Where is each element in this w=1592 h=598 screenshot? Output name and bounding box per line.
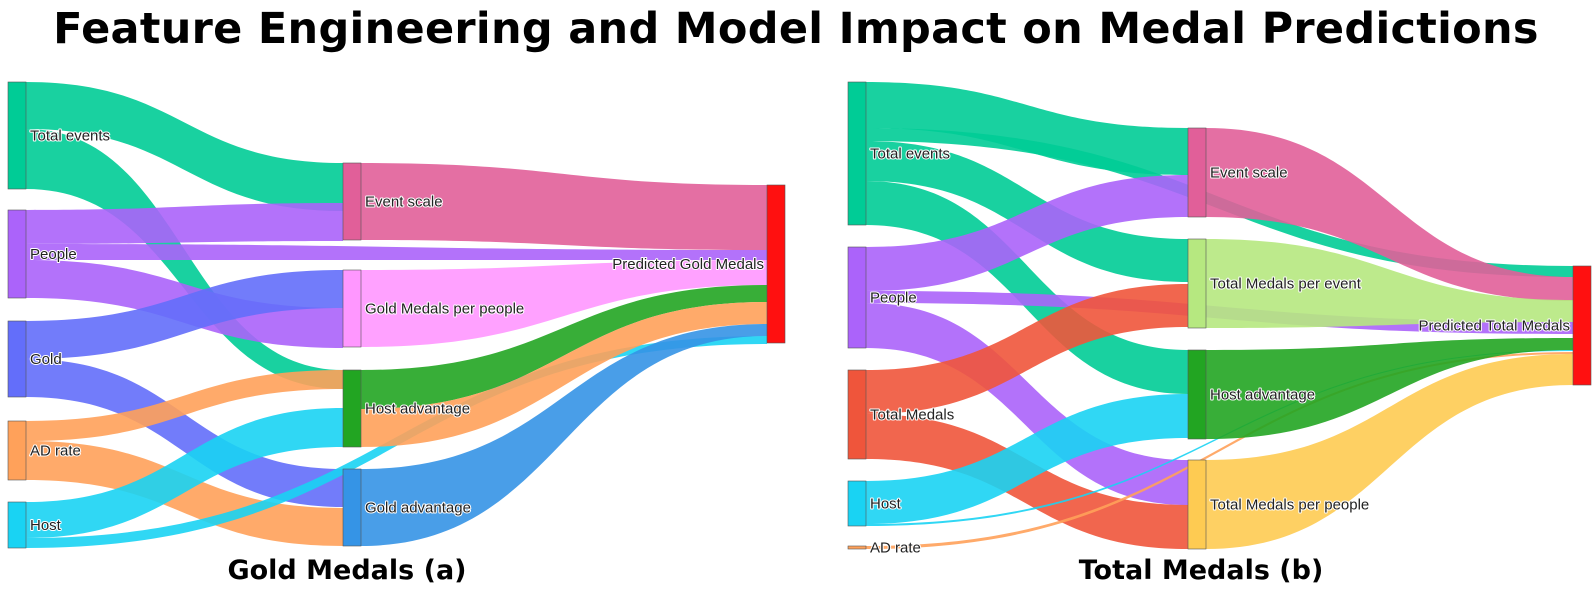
node-event-scale[interactable] xyxy=(342,162,362,241)
node-label-host: Host xyxy=(870,496,902,513)
link-gold-medals-per-people-to-predicted-gold-medals[interactable] xyxy=(361,260,767,347)
node-gold[interactable] xyxy=(7,320,27,398)
node-host-advantage[interactable] xyxy=(342,369,362,448)
link-event-scale-to-predicted-total-medals[interactable] xyxy=(1206,128,1573,301)
node-total-medals[interactable] xyxy=(847,369,867,460)
node-label-predicted-gold-medals: Predicted Gold Medals xyxy=(612,256,764,273)
node-label-host-advantage: Host advantage xyxy=(365,401,470,418)
subtitle-gold-medals: Gold Medals (a) xyxy=(227,555,467,586)
node-total-events[interactable] xyxy=(847,81,867,226)
node-ad-rate[interactable] xyxy=(7,420,27,481)
link-total-events-to-host-advantage[interactable] xyxy=(866,181,1188,394)
node-label-total-medals: Total Medals xyxy=(870,407,954,424)
link-people-to-predicted-gold-medals[interactable] xyxy=(26,244,767,260)
node-label-host-advantage: Host advantage xyxy=(1210,387,1315,404)
node-label-gold-medals-per-people: Gold Medals per people xyxy=(365,301,524,318)
node-gold-medals-per-people[interactable] xyxy=(342,269,362,348)
node-label-people: People xyxy=(30,246,77,263)
node-label-people: People xyxy=(870,290,917,307)
node-total-medals-per-people[interactable] xyxy=(1187,459,1207,550)
link-ad-rate-to-predicted-total-medals[interactable] xyxy=(866,352,1573,549)
link-total-medals-to-total-medals-per-people[interactable] xyxy=(866,414,1188,549)
link-gold-to-gold-advantage[interactable] xyxy=(26,359,343,507)
node-people[interactable] xyxy=(847,246,867,349)
link-people-to-event-scale[interactable] xyxy=(26,203,343,244)
node-people[interactable] xyxy=(7,209,27,299)
nodes: Total events People Gold AD rate Host Event s… xyxy=(7,81,786,549)
links xyxy=(26,82,767,548)
node-event-scale[interactable] xyxy=(1187,127,1207,218)
sankey-total-medals: Total events People Total Medals Host AD rat… xyxy=(847,81,1592,558)
link-people-to-event-scale[interactable] xyxy=(866,175,1188,291)
node-label-gold-advantage: Gold advantage xyxy=(365,500,471,517)
node-label-event-scale: Event scale xyxy=(365,194,443,211)
links xyxy=(866,82,1573,549)
link-total-events-to-event-scale[interactable] xyxy=(26,82,343,211)
link-host-to-host-advantage[interactable] xyxy=(866,394,1188,524)
node-label-total-medals-per-event: Total Medals per event xyxy=(1210,276,1362,293)
node-ad-rate[interactable] xyxy=(847,545,867,550)
link-total-medals-per-event-to-predicted-total-medals[interactable] xyxy=(1206,239,1573,328)
link-ad-rate-to-host-advantage[interactable] xyxy=(26,370,343,441)
link-people-to-total-medals-per-people[interactable] xyxy=(866,303,1188,505)
node-label-total-medals-per-people: Total Medals per people xyxy=(1210,497,1369,514)
link-host-advantage-to-predicted-total-medals[interactable] xyxy=(1206,338,1573,439)
link-host-advantage-to-predicted-gold-medals[interactable] xyxy=(361,285,767,409)
node-label-predicted-total-medals: Predicted Total Medals xyxy=(1419,318,1570,335)
page-title: Feature Engineering and Model Impact on … xyxy=(53,4,1539,54)
link-gold-to-gold-medals-per-people[interactable] xyxy=(26,270,343,359)
node-host[interactable] xyxy=(7,501,27,549)
link-host-advantage-to-predicted-gold-medals[interactable] xyxy=(361,302,767,447)
node-predicted-gold-medals[interactable] xyxy=(766,184,786,344)
node-label-total-events: Total events xyxy=(870,146,950,163)
sankey-gold-medals: Total events People Gold AD rate Host Event s… xyxy=(7,81,786,549)
node-predicted-total-medals[interactable] xyxy=(1572,265,1592,386)
nodes: Total events People Total Medals Host AD rat… xyxy=(847,81,1592,558)
link-total-medals-to-total-medals-per-event[interactable] xyxy=(866,284,1188,414)
node-total-medals-per-event[interactable] xyxy=(1187,238,1207,329)
link-gold-advantage-to-predicted-gold-medals[interactable] xyxy=(361,324,767,546)
node-label-gold: Gold xyxy=(30,351,62,368)
node-host-advantage[interactable] xyxy=(1187,349,1207,440)
link-event-scale-to-predicted-gold-medals[interactable] xyxy=(361,163,767,250)
node-label-ad-rate: AD rate xyxy=(30,443,81,460)
link-host-to-host-advantage[interactable] xyxy=(26,408,343,538)
link-ad-rate-to-gold-advantage[interactable] xyxy=(26,441,343,546)
link-total-medals-per-people-to-predicted-total-medals[interactable] xyxy=(1206,354,1573,549)
node-label-ad-rate: AD rate xyxy=(870,540,921,557)
node-total-events[interactable] xyxy=(7,81,27,190)
link-total-events-to-event-scale[interactable] xyxy=(866,82,1188,175)
node-label-host: Host xyxy=(30,517,62,534)
subtitle-total-medals: Total Medals (b) xyxy=(1078,555,1324,586)
node-gold-advantage[interactable] xyxy=(342,468,362,547)
node-label-total-events: Total events xyxy=(30,128,110,145)
node-label-event-scale: Event scale xyxy=(1210,165,1288,182)
node-host[interactable] xyxy=(847,480,867,527)
